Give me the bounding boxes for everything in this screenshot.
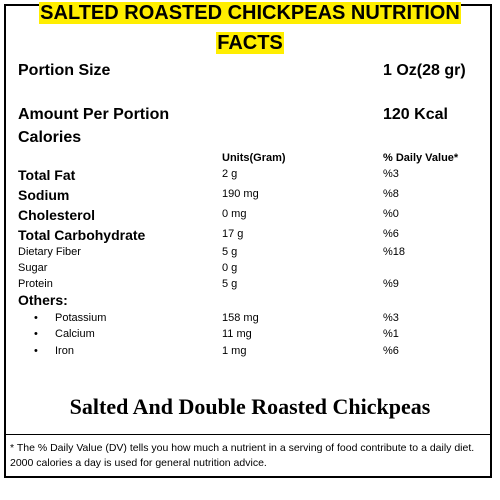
portion-size-label: Portion Size [18, 62, 111, 79]
nutrient-units-sugar: 0 g [222, 262, 238, 274]
nutrient-dv-cholesterol: %0 [383, 208, 399, 220]
other-dv-calcium: %1 [383, 328, 399, 340]
other-units-potassium: 158 mg [222, 312, 259, 324]
other-units-calcium: 11 mg [222, 328, 252, 340]
title-line-2: FACTS [0, 32, 500, 54]
bullet-icon: • [34, 312, 38, 324]
amount-per-portion-label: Amount Per Portion [18, 106, 170, 123]
other-name-potassium: Potassium [55, 312, 107, 324]
nutrient-name-sugar: Sugar [18, 262, 48, 274]
nutrient-units-total-carbohydrate: 17 g [222, 228, 244, 240]
other-units-iron: 1 mg [222, 345, 247, 357]
calories-label: Calories [18, 129, 82, 146]
title-line-1-text: SALTED ROASTED CHICKPEAS NUTRITION [39, 2, 461, 24]
calories-value: 120 Kcal [383, 106, 448, 123]
other-dv-potassium: %3 [383, 312, 399, 324]
daily-value-column-header: % Daily Value* [383, 152, 459, 164]
nutrient-dv-sodium: %8 [383, 188, 399, 200]
other-name-iron: Iron [55, 345, 74, 357]
title-line-1: SALTED ROASTED CHICKPEAS NUTRITION [0, 2, 500, 24]
portion-size-value: 1 Oz(28 gr) [383, 62, 466, 79]
bullet-icon: • [34, 345, 38, 357]
title-line-2-text: FACTS [216, 32, 284, 54]
bullet-icon: • [34, 328, 38, 340]
nutrient-name-total-carbohydrate: Total Carbohydrate [18, 227, 146, 243]
daily-value-footnote: * The % Daily Value (DV) tells you how m… [10, 442, 475, 469]
footnote-divider [6, 434, 490, 435]
nutrient-dv-dietary-fiber: %18 [383, 246, 406, 258]
nutrient-dv-total-carbohydrate: %6 [383, 228, 399, 240]
nutrient-dv-total-fat: %3 [383, 168, 399, 180]
nutrient-dv-protein: %9 [383, 278, 399, 290]
nutrient-units-sodium: 190 mg [222, 188, 259, 200]
nutrient-units-cholesterol: 0 mg [222, 208, 247, 220]
nutrient-units-dietary-fiber: 5 g [222, 246, 238, 258]
nutrient-units-total-fat: 2 g [222, 168, 238, 180]
units-column-header: Units(Gram) [222, 152, 286, 164]
other-name-calcium: Calcium [55, 328, 95, 340]
others-label: Others: [18, 292, 68, 308]
nutrient-name-total-fat: Total Fat [18, 167, 76, 183]
nutrient-name-protein: Protein [18, 278, 53, 290]
nutrient-name-dietary-fiber: Dietary Fiber [18, 246, 81, 258]
product-name: Salted And Double Roasted Chickpeas [69, 394, 431, 419]
nutrient-units-protein: 5 g [222, 278, 238, 290]
other-dv-iron: %6 [383, 345, 399, 357]
nutrient-name-sodium: Sodium [18, 187, 70, 203]
nutrient-name-cholesterol: Cholesterol [18, 207, 96, 223]
